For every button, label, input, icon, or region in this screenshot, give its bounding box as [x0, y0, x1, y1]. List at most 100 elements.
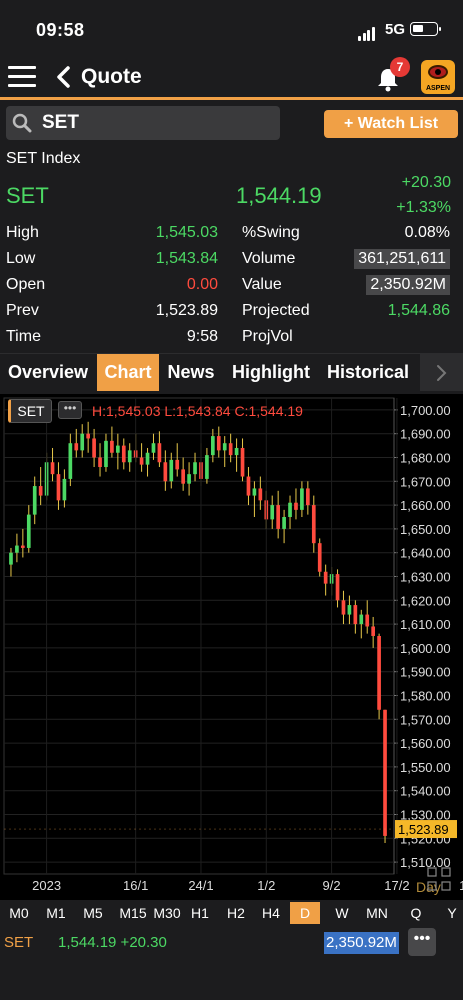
- y-tick-label: 1,530.00: [400, 808, 451, 823]
- quote-tabs: Overview Chart News Highlight Historical: [0, 353, 463, 391]
- price-change: +20.30: [401, 174, 451, 191]
- y-tick-label: 1,660.00: [400, 498, 451, 513]
- candle-body: [282, 517, 286, 529]
- tab-news[interactable]: News: [167, 362, 215, 382]
- price-change-pct: +1.33%: [396, 199, 451, 216]
- candle-body: [377, 636, 381, 710]
- timeframe-q[interactable]: Q: [410, 905, 422, 921]
- y-tick-label: 1,560.00: [400, 736, 451, 751]
- candle-body: [151, 443, 156, 453]
- y-tick-label: 1,510.00: [400, 855, 451, 870]
- candle-body: [294, 502, 298, 510]
- candle-body: [169, 459, 174, 482]
- timeframe-d[interactable]: D: [290, 902, 320, 924]
- notification-badge: 7: [390, 57, 410, 77]
- timeframe-mn[interactable]: MN: [366, 905, 388, 921]
- stat-value-prev: 1,523.89: [155, 302, 218, 319]
- index-name: SET Index: [6, 150, 81, 167]
- timeframe-y[interactable]: Y: [447, 905, 457, 921]
- x-tick-label: 1/3: [459, 878, 463, 893]
- timeframe-h1[interactable]: H1: [191, 905, 209, 921]
- timeframe-w[interactable]: W: [335, 905, 349, 921]
- candle-body: [163, 462, 168, 482]
- candle-body: [311, 505, 316, 544]
- aspen-logo[interactable]: ASPEN: [421, 60, 455, 94]
- tab-overview[interactable]: Overview: [7, 362, 89, 382]
- y-tick-label: 1,580.00: [400, 689, 451, 704]
- timeframe-m0[interactable]: M0: [9, 905, 29, 921]
- candle-body: [21, 545, 25, 548]
- candle-body: [157, 443, 162, 463]
- stat-label-projected: Projected: [242, 302, 310, 319]
- plot-frame: [3, 397, 395, 875]
- logo-eye-icon: [428, 65, 448, 79]
- stat-label-low: Low: [6, 250, 36, 267]
- stat-label-prev: Prev: [6, 302, 39, 319]
- candle-body: [211, 436, 215, 456]
- timeframe-m30[interactable]: M30: [153, 905, 181, 921]
- candlestick-chart[interactable]: 1,700.00 1,690.00 1,680.00 1,670.00 1,660.00…: [0, 394, 463, 900]
- candle-body: [15, 545, 19, 553]
- timeframe-m15[interactable]: M15: [119, 905, 147, 921]
- chart-symbol-chip[interactable]: SET: [8, 399, 52, 423]
- candle-body: [240, 447, 245, 477]
- signal-icon: [358, 23, 376, 41]
- y-tick-label: 1,600.00: [400, 641, 451, 656]
- tab-chart[interactable]: Chart: [97, 354, 159, 391]
- search-value: SET: [42, 112, 79, 133]
- y-tick-label: 1,590.00: [400, 665, 451, 680]
- candle-body: [246, 476, 251, 496]
- stat-value-high: 1,545.03: [155, 224, 218, 241]
- y-tick-label: 1,690.00: [400, 427, 451, 442]
- stat-value-volume: 361,251,611: [354, 249, 450, 269]
- candle-body: [9, 552, 13, 565]
- tabs-scroll-right[interactable]: [420, 354, 463, 391]
- tab-highlight[interactable]: Highlight: [232, 362, 310, 382]
- candle-body: [347, 605, 352, 615]
- menu-icon[interactable]: [8, 66, 36, 88]
- timeframe-h2[interactable]: H2: [227, 905, 245, 921]
- candle-body: [187, 474, 191, 484]
- tab-historical[interactable]: Historical: [326, 362, 410, 382]
- candle-body: [288, 502, 292, 517]
- expand-icon[interactable]: [427, 867, 451, 891]
- timeframe-h4[interactable]: H4: [262, 905, 280, 921]
- stat-label-value: Value: [242, 276, 282, 293]
- stat-value-swing: 0.08%: [404, 224, 450, 241]
- expand-icon-part: [427, 881, 437, 891]
- expand-icon-part: [441, 867, 451, 877]
- symbol-search-input[interactable]: SET: [6, 106, 280, 140]
- back-chevron-icon[interactable]: [55, 66, 71, 88]
- stat-value-value: 2,350.92M: [366, 275, 450, 295]
- chart-options-button[interactable]: •••: [58, 401, 82, 419]
- candle-body: [74, 443, 79, 451]
- candle-body: [341, 600, 346, 615]
- timeframe-m5[interactable]: M5: [83, 905, 103, 921]
- timeframe-m1[interactable]: M1: [46, 905, 66, 921]
- stat-label-projvol: ProjVol: [242, 328, 293, 345]
- stat-value-projected: 1,544.86: [387, 302, 450, 319]
- footer-more-button[interactable]: •••: [408, 928, 436, 956]
- watch-list-button[interactable]: + Watch List: [324, 110, 458, 138]
- candle-body: [32, 486, 37, 515]
- chart-area[interactable]: 1,700.00 1,690.00 1,680.00 1,670.00 1,660.00…: [0, 394, 463, 900]
- x-tick-label: 16/1: [123, 878, 148, 893]
- candle-body: [222, 443, 227, 451]
- status-bar: 09:58 5G: [0, 0, 463, 56]
- y-tick-label: 1,680.00: [400, 451, 451, 466]
- candle-body: [276, 505, 280, 529]
- candle-body: [258, 488, 263, 501]
- candle-body: [306, 488, 310, 506]
- x-tick-label: 17/2: [384, 878, 409, 893]
- stat-value-low: 1,543.84: [155, 250, 218, 267]
- stat-label-open: Open: [6, 276, 46, 293]
- candle-body: [323, 571, 328, 584]
- y-tick-label: 1,640.00: [400, 546, 451, 561]
- last-price: 1,544.19: [236, 183, 322, 208]
- y-tick-label: 1,550.00: [400, 760, 451, 775]
- chart-hlc-readout: H:1,545.03 L:1,543.84 C:1,544.19: [92, 403, 303, 419]
- footer-symbol[interactable]: SET: [4, 934, 34, 951]
- candle-body: [80, 433, 85, 451]
- candle-body: [300, 488, 304, 510]
- y-tick-label: 1,630.00: [400, 570, 451, 585]
